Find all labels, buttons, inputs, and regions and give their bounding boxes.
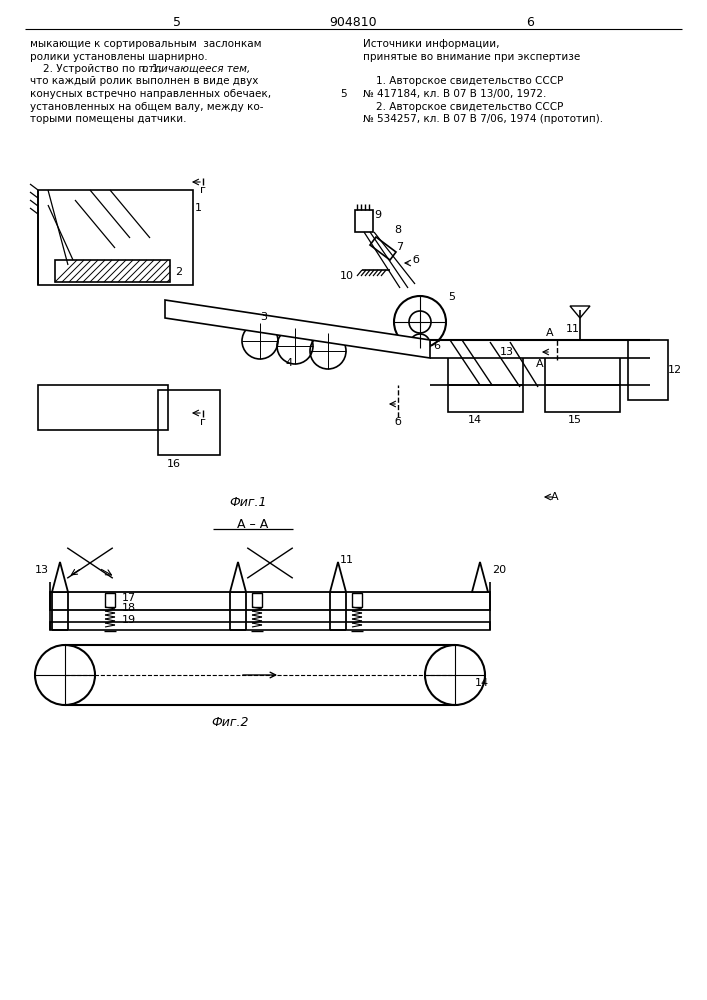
- Bar: [158, 390, 220, 455]
- Bar: [105, 593, 115, 607]
- Text: 6: 6: [433, 341, 440, 351]
- Bar: [628, 340, 668, 400]
- Text: 8: 8: [394, 225, 401, 235]
- Bar: [355, 210, 373, 232]
- Bar: [352, 593, 362, 607]
- Text: 1: 1: [195, 203, 202, 213]
- Text: мыкающие к сортировальным  заслонкам: мыкающие к сортировальным заслонкам: [30, 39, 262, 49]
- Text: 15: 15: [568, 415, 582, 425]
- Text: конусных встречно направленных обечаек,: конусных встречно направленных обечаек,: [30, 89, 271, 99]
- Text: 14: 14: [475, 678, 489, 688]
- Text: б: б: [395, 417, 402, 427]
- Bar: [545, 385, 620, 412]
- Polygon shape: [472, 562, 488, 592]
- Text: A – A: A – A: [238, 518, 269, 532]
- Text: 16: 16: [167, 459, 181, 469]
- Text: Фиг.2: Фиг.2: [211, 716, 249, 728]
- Text: принятые во внимание при экспертизе: принятые во внимание при экспертизе: [363, 51, 580, 62]
- Text: 18: 18: [122, 603, 136, 613]
- Text: 4: 4: [285, 358, 292, 368]
- Text: A: A: [551, 492, 559, 502]
- Text: 5: 5: [173, 15, 181, 28]
- Bar: [448, 385, 523, 412]
- Text: Источники информации,: Источники информации,: [363, 39, 500, 49]
- Text: 17: 17: [122, 593, 136, 603]
- Text: 13: 13: [35, 565, 49, 575]
- Polygon shape: [230, 562, 246, 592]
- Text: 19: 19: [122, 615, 136, 625]
- Text: 14: 14: [468, 415, 482, 425]
- Text: 904810: 904810: [329, 15, 377, 28]
- Text: 5: 5: [448, 292, 455, 302]
- Polygon shape: [165, 300, 430, 358]
- Text: A: A: [547, 328, 554, 338]
- Polygon shape: [330, 562, 346, 592]
- Polygon shape: [52, 562, 68, 592]
- Bar: [252, 593, 262, 607]
- Text: 20: 20: [492, 565, 506, 575]
- Text: г: г: [200, 417, 206, 427]
- Text: торыми помещены датчики.: торыми помещены датчики.: [30, 114, 187, 124]
- Text: 13: 13: [500, 347, 514, 357]
- Polygon shape: [370, 237, 396, 260]
- Text: 11: 11: [340, 555, 354, 565]
- Bar: [55, 260, 170, 282]
- Text: что каждый ролик выполнен в виде двух: что каждый ролик выполнен в виде двух: [30, 77, 258, 87]
- Bar: [38, 385, 168, 430]
- Text: 9: 9: [374, 210, 381, 220]
- Text: установленных на общем валу, между ко-: установленных на общем валу, между ко-: [30, 102, 264, 111]
- Bar: [38, 190, 193, 285]
- Text: 1. Авторское свидетельство СССР: 1. Авторское свидетельство СССР: [363, 77, 563, 87]
- Text: 2: 2: [175, 267, 182, 277]
- Text: 2. Авторское свидетельство СССР: 2. Авторское свидетельство СССР: [363, 102, 563, 111]
- Text: 3: 3: [260, 312, 267, 322]
- Text: ролики установлены шарнирно.: ролики установлены шарнирно.: [30, 51, 208, 62]
- Text: № 417184, кл. В 07 В 13/00, 1972.: № 417184, кл. В 07 В 13/00, 1972.: [363, 89, 547, 99]
- Text: 11: 11: [566, 324, 580, 334]
- Bar: [50, 622, 490, 630]
- Text: Фиг.1: Фиг.1: [229, 495, 267, 508]
- Text: отличающееся тем,: отличающееся тем,: [142, 64, 250, 74]
- Text: 7: 7: [396, 242, 403, 252]
- Text: № 534257, кл. В 07 В 7/06, 1974 (прототип).: № 534257, кл. В 07 В 7/06, 1974 (прототи…: [363, 114, 603, 124]
- Text: б: б: [412, 255, 419, 265]
- Text: 6: 6: [526, 15, 534, 28]
- Text: 10: 10: [340, 271, 354, 281]
- Text: 2. Устройство по п. 1,: 2. Устройство по п. 1,: [30, 64, 165, 74]
- Text: A: A: [536, 359, 544, 369]
- Text: г: г: [200, 185, 206, 195]
- Bar: [50, 592, 490, 610]
- Text: 12: 12: [668, 365, 682, 375]
- Text: 5: 5: [340, 89, 346, 99]
